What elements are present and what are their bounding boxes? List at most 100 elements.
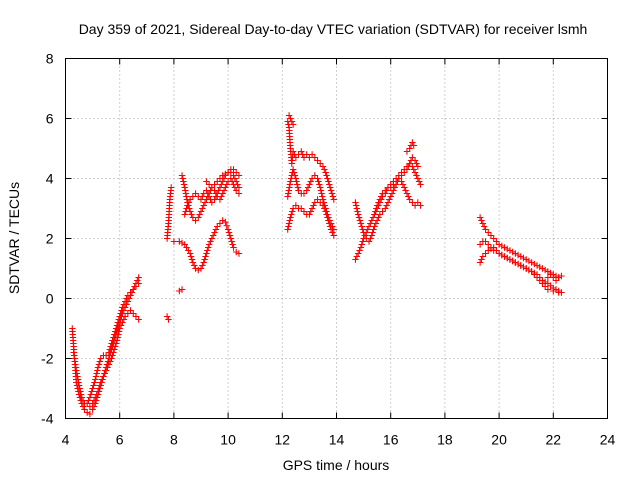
data-point [415,178,423,185]
data-point [359,226,366,233]
data-point [205,244,212,251]
data-point [180,181,188,188]
data-point [321,166,328,173]
data-point [356,247,363,254]
data-point [308,205,316,212]
data-point [289,166,297,173]
data-point [94,364,102,371]
data-point [316,181,323,188]
x-tick-label: 22 [546,432,562,448]
data-point [482,238,489,245]
data-point [550,287,557,295]
data-point [406,196,413,203]
data-point [107,358,114,365]
data-point [189,259,197,266]
data-point [361,232,369,239]
data-point [495,250,503,257]
data-point [406,160,413,167]
data-point [178,286,186,293]
data-point [116,325,123,332]
data-point [379,208,386,215]
data-point [216,196,224,203]
data-point [284,226,291,233]
data-point [406,145,413,152]
data-point [93,370,100,377]
y-tick-label: -4 [41,411,54,427]
data-point [130,286,137,293]
y-tick-labels: -4 -2 0 2 4 6 8 [41,51,54,427]
data-point [517,262,524,269]
data-point [127,307,134,314]
data-point [306,181,313,188]
data-point [77,388,84,395]
data-point [224,169,232,176]
data-point [208,235,216,242]
data-point [89,400,96,407]
data-point [476,214,484,221]
data-point [382,187,389,194]
data-point [211,196,218,203]
data-point [211,229,218,236]
data-point [196,211,203,218]
data-point [531,260,538,268]
data-point [303,187,310,194]
data-point [288,211,295,218]
data-point [531,271,538,278]
data-point [487,232,495,239]
data-point [117,310,124,317]
data-point [94,367,101,374]
data-point [229,241,236,248]
data-point [195,266,202,274]
data-point [303,151,310,158]
data-point [523,265,530,272]
x-tick-label: 14 [329,432,345,448]
data-point [78,394,85,401]
data-point [373,202,381,209]
data-point [290,169,298,176]
data-point [227,175,235,182]
data-point [212,190,220,197]
x-tick-label: 10 [220,432,236,448]
data-point [285,220,293,227]
data-point [89,406,96,413]
data-point [222,172,229,179]
data-point [399,181,407,188]
data-point [92,373,100,380]
data-point [218,181,225,188]
data-point [182,208,189,215]
data-point [498,242,506,250]
data-point [291,172,299,179]
data-point [216,184,224,191]
data-point [134,277,141,284]
data-point [541,266,549,274]
data-point [96,382,104,389]
plot-frame [65,58,608,419]
data-point [525,257,533,265]
data-point [207,238,214,245]
data-point [410,142,417,149]
data-point [287,115,294,122]
data-point [102,367,110,374]
data-point [83,400,91,407]
data-point [520,254,527,262]
data-point [384,199,392,206]
data-point [354,208,361,215]
data-point [230,172,237,179]
data-point [307,178,314,185]
data-point [373,205,380,212]
data-point [326,181,333,188]
data-point [317,187,325,194]
data-point [120,301,127,308]
data-point [509,248,516,256]
data-point [223,181,230,188]
data-point [520,263,527,271]
data-point [319,196,327,203]
data-point [176,238,183,245]
data-point [354,211,362,218]
data-point [119,319,126,326]
data-point [317,184,324,191]
data-point [308,175,316,182]
data-point [292,154,300,161]
data-point [402,187,409,194]
data-point [358,241,365,248]
